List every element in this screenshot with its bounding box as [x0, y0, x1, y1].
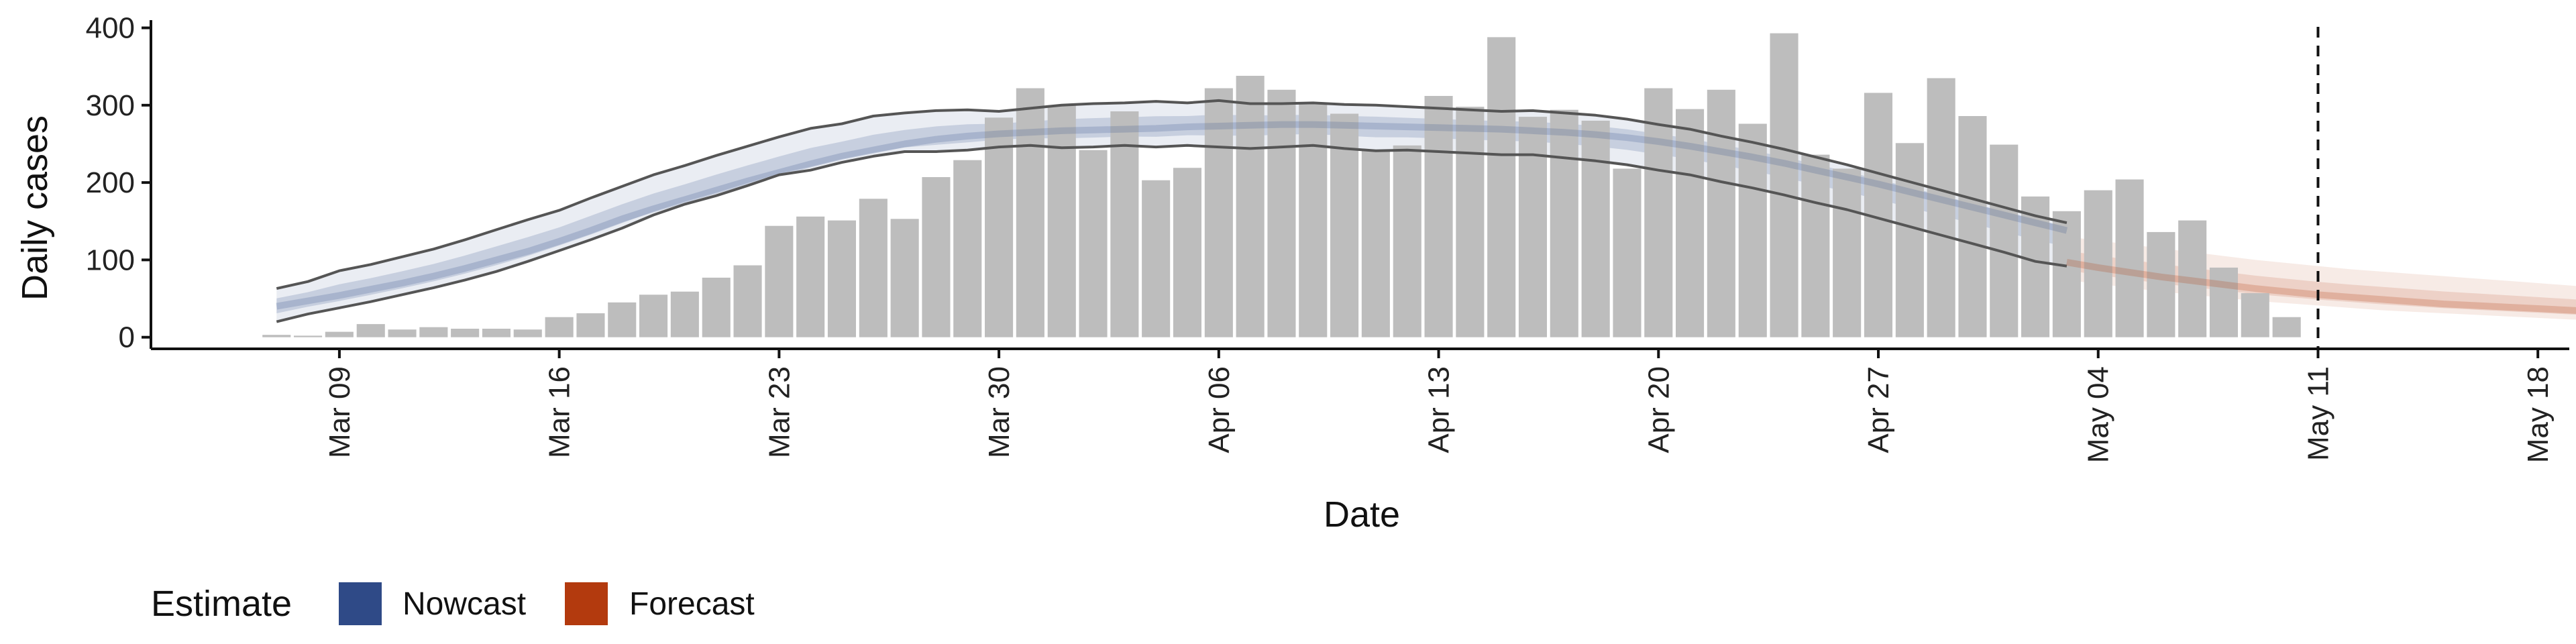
- legend-label-nowcast: Nowcast: [402, 586, 526, 622]
- y-axis-title: Daily cases: [15, 115, 55, 301]
- case-bar: [1079, 150, 1108, 337]
- nowcast-median-line: [276, 121, 2068, 310]
- case-bar: [827, 220, 856, 337]
- forecast-median-line: [2066, 258, 2576, 314]
- nowcast-upper-bound-line: [276, 99, 2068, 290]
- case-bar: [639, 294, 668, 337]
- case-bar: [1330, 113, 1359, 337]
- case-bar: [1990, 144, 2019, 337]
- case-bar: [890, 219, 919, 337]
- case-bar: [1393, 145, 1421, 337]
- case-bar: [733, 265, 762, 337]
- case-bar: [2241, 293, 2269, 337]
- case-bar: [1738, 123, 1767, 337]
- x-tick-label: May 18: [2522, 366, 2555, 463]
- case-bar: [325, 331, 354, 337]
- line-layer: [276, 99, 2576, 323]
- case-bar: [2147, 231, 2176, 337]
- case-bar: [262, 335, 291, 337]
- axes: 0 100 200 300 400 Mar 09 Mar 16 Mar 23 Mar 30 Apr…: [86, 12, 2569, 463]
- y-tick-label: 200: [86, 166, 135, 199]
- case-bar: [1236, 76, 1265, 337]
- case-bar: [1361, 150, 1390, 337]
- case-bar: [388, 329, 417, 337]
- case-bar: [1173, 168, 1201, 337]
- case-bar: [953, 160, 982, 337]
- case-bar: [1644, 88, 1673, 337]
- forecast-inner-band: [2066, 250, 2576, 315]
- legend-title: Estimate: [151, 584, 292, 624]
- case-bar: [2272, 317, 2301, 337]
- x-tick-label: Apr 20: [1642, 366, 1675, 453]
- case-bar: [702, 277, 731, 337]
- case-bar: [1016, 88, 1044, 337]
- case-bar: [1707, 89, 1735, 337]
- case-bar: [1927, 78, 1955, 337]
- case-bar: [1613, 168, 1642, 337]
- case-bar: [1770, 33, 1799, 337]
- case-bar: [482, 329, 511, 337]
- x-tick-label: Mar 16: [543, 366, 576, 458]
- case-bar: [2115, 179, 2144, 337]
- case-bar: [859, 199, 888, 337]
- case-bar: [922, 177, 951, 337]
- legend-label-forecast: Forecast: [629, 586, 755, 622]
- case-bar: [2209, 267, 2238, 337]
- nowcast-inner-band: [276, 114, 2067, 314]
- case-bar: [545, 317, 574, 337]
- case-bar: [1676, 109, 1705, 337]
- case-bar: [1801, 154, 1830, 337]
- case-bar: [2084, 190, 2112, 337]
- case-bar: [1581, 120, 1610, 337]
- case-bar: [419, 327, 448, 337]
- y-tick-label: 100: [86, 244, 135, 276]
- legend: Estimate Nowcast Forecast: [151, 582, 755, 625]
- case-bar: [2178, 220, 2207, 337]
- case-bar: [451, 329, 480, 337]
- case-bar: [576, 313, 605, 337]
- case-bar: [1895, 143, 1924, 337]
- case-bar: [796, 216, 825, 337]
- x-tick-label: May 11: [2302, 366, 2335, 461]
- y-tick-label: 0: [119, 321, 135, 354]
- case-bar: [1204, 88, 1233, 337]
- y-tick-label: 400: [86, 12, 135, 45]
- nowcast-outer-band: [276, 100, 2067, 322]
- legend-key-forecast: [565, 582, 608, 625]
- case-bar: [1142, 180, 1171, 337]
- x-tick-label: Mar 30: [983, 366, 1016, 458]
- x-tick-label: May 04: [2082, 366, 2115, 463]
- bar-layer: [262, 33, 2301, 337]
- case-bar: [985, 117, 1014, 337]
- case-bar: [1299, 103, 1328, 337]
- x-axis-title: Date: [1324, 494, 1400, 535]
- case-bar: [1518, 117, 1547, 337]
- x-tick-label: Mar 09: [323, 366, 356, 458]
- legend-key-nowcast: [339, 582, 382, 625]
- x-tick-label: Apr 06: [1203, 366, 1236, 453]
- case-bar: [1267, 89, 1296, 337]
- case-bar: [1487, 37, 1516, 337]
- case-bar: [1110, 111, 1139, 337]
- case-bar: [1958, 116, 1987, 337]
- case-bar: [608, 302, 637, 337]
- case-bar: [765, 225, 794, 337]
- case-bar: [356, 324, 385, 337]
- nowcast-lower-bound-line: [276, 144, 2068, 323]
- case-bar: [1047, 105, 1076, 337]
- case-bar: [1833, 168, 1862, 337]
- case-bar: [1550, 109, 1578, 337]
- x-tick-label: Mar 23: [763, 366, 796, 458]
- case-bar: [2021, 196, 2050, 337]
- x-tick-label: Apr 27: [1862, 366, 1895, 453]
- case-bar: [670, 291, 699, 337]
- case-bar: [1456, 107, 1485, 337]
- y-tick-label: 300: [86, 89, 135, 122]
- case-bar: [294, 335, 323, 337]
- x-tick-label: Apr 13: [1423, 366, 1456, 453]
- case-bar: [2052, 211, 2081, 337]
- case-bar: [1424, 96, 1453, 337]
- case-bar: [513, 329, 542, 337]
